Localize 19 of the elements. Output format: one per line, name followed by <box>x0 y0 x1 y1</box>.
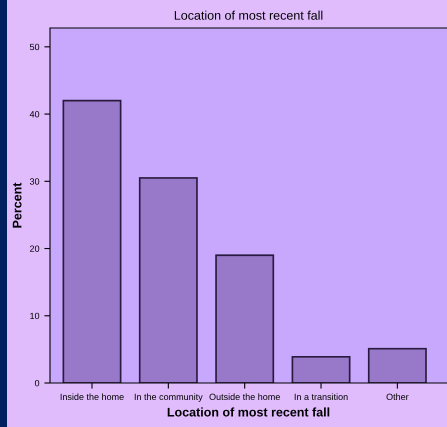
y-tick-label: 40 <box>30 111 40 118</box>
y-tick-label: 10 <box>30 312 40 320</box>
bar <box>368 348 427 383</box>
y-tick-label: 0 <box>34 380 40 386</box>
x-tick-label: Outside the home <box>209 393 280 400</box>
y-axis-title: Percent <box>12 182 22 228</box>
x-tick-label: Other <box>386 393 409 400</box>
x-tick-label: In a transition <box>294 393 348 400</box>
y-tick-label: 50 <box>30 44 40 50</box>
y-tick-label: 20 <box>30 246 40 252</box>
x-tick-label: Inside the home <box>60 393 124 400</box>
y-tick-label: 30 <box>30 178 40 185</box>
x-tick-label: In the community <box>134 393 203 402</box>
bar <box>215 254 274 383</box>
bar <box>292 356 350 383</box>
bar <box>138 177 198 383</box>
bar <box>62 100 122 383</box>
chart-title: Location of most recent fall <box>174 10 322 20</box>
x-axis-title: Location of most recent fall <box>168 407 330 417</box>
